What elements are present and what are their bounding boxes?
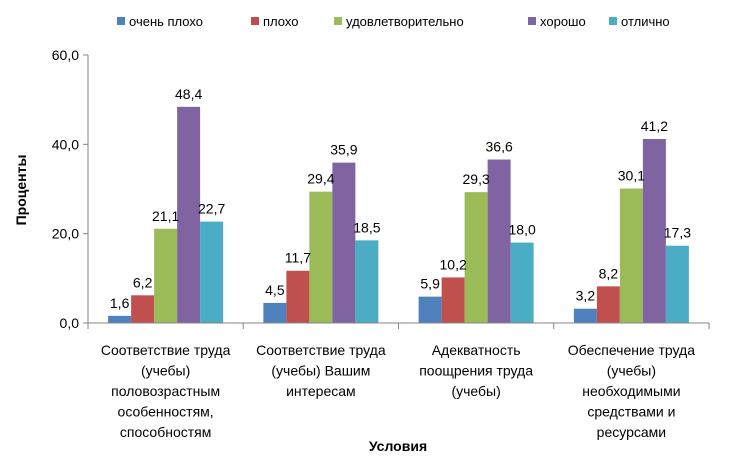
data-label: 29,4 bbox=[307, 171, 334, 187]
bar bbox=[441, 277, 465, 323]
legend-swatch bbox=[251, 17, 259, 25]
legend-label: удовлетворительно bbox=[346, 14, 464, 29]
bar bbox=[510, 242, 534, 323]
y-tick-label: 40,0 bbox=[52, 136, 79, 152]
data-label: 35,9 bbox=[330, 142, 357, 158]
bar bbox=[355, 240, 379, 323]
bar bbox=[573, 308, 597, 323]
bar bbox=[418, 296, 442, 323]
legend-item: хорошо bbox=[528, 14, 586, 29]
legend-item: плохо bbox=[251, 14, 298, 29]
legend-label: хорошо bbox=[540, 14, 586, 29]
bar bbox=[464, 192, 488, 323]
data-label: 48,4 bbox=[175, 86, 202, 102]
data-label: 5,9 bbox=[420, 276, 440, 292]
data-label: 18,5 bbox=[353, 219, 380, 235]
data-label: 8,2 bbox=[599, 265, 619, 281]
bar bbox=[665, 245, 689, 323]
x-tick-label: Соответствие труда (учебы) Вашим интересам bbox=[256, 342, 386, 399]
bar bbox=[596, 286, 620, 323]
bar bbox=[487, 159, 511, 323]
legend-label: очень плохо bbox=[129, 14, 203, 29]
bar bbox=[332, 162, 356, 323]
data-label: 22,7 bbox=[198, 201, 225, 217]
bar bbox=[131, 295, 155, 323]
data-label: 41,2 bbox=[641, 118, 668, 134]
x-tick-label: Адекватность поощрения труда (учебы) bbox=[419, 342, 533, 399]
bar bbox=[286, 270, 310, 323]
data-label: 11,7 bbox=[285, 250, 311, 266]
legend-swatch bbox=[528, 17, 536, 25]
bar bbox=[154, 228, 178, 323]
bar bbox=[263, 302, 287, 323]
data-labels: 1,6 4,5 5,9 3,2 6,2 11,7 10,2 8,2 21,1 29,4 29,3 30… bbox=[110, 86, 691, 311]
bar bbox=[108, 315, 132, 323]
data-label: 10,2 bbox=[440, 256, 467, 272]
x-axis: Соответствие труда (учебы) половозрастным о… bbox=[87, 322, 710, 440]
legend-item: удовлетворительно bbox=[334, 14, 464, 29]
legend-label: отлично bbox=[621, 14, 670, 29]
bar bbox=[642, 138, 666, 323]
data-label: 30,1 bbox=[618, 168, 645, 184]
data-label: 18,0 bbox=[509, 222, 536, 238]
bars bbox=[108, 106, 689, 324]
x-axis-title: Условия bbox=[369, 438, 427, 454]
y-tick-label: 60,0 bbox=[52, 47, 79, 63]
data-label: 6,2 bbox=[133, 274, 153, 290]
data-label: 29,3 bbox=[463, 171, 490, 187]
data-label: 36,6 bbox=[486, 139, 513, 155]
y-axis-title: Проценты bbox=[13, 155, 29, 226]
data-label: 17,3 bbox=[664, 225, 691, 241]
legend-item: отлично bbox=[609, 14, 670, 29]
bar bbox=[200, 221, 224, 323]
x-tick-label: Обеспечение труда (учебы) необходимыми сред… bbox=[568, 342, 695, 440]
y-tick-label: 0,0 bbox=[60, 315, 80, 331]
legend-label: плохо bbox=[263, 14, 298, 29]
bar bbox=[309, 191, 333, 323]
data-label: 1,6 bbox=[110, 295, 130, 311]
bar bbox=[619, 188, 643, 323]
data-label: 4,5 bbox=[265, 282, 285, 298]
data-label: 21,1 bbox=[152, 208, 179, 224]
y-axis: 0,0 20,0 40,0 60,0 bbox=[52, 47, 89, 331]
y-tick-label: 20,0 bbox=[52, 226, 79, 242]
legend: очень плохо плохо удовлетворительно хорошо о… bbox=[117, 14, 670, 29]
legend-item: очень плохо bbox=[117, 14, 203, 29]
data-label: 3,2 bbox=[576, 288, 596, 304]
bar bbox=[177, 106, 201, 324]
x-tick-label: Соответствие труда (учебы) половозрастным о… bbox=[101, 342, 231, 440]
legend-swatch bbox=[609, 17, 617, 25]
legend-swatch bbox=[334, 17, 342, 25]
legend-swatch bbox=[117, 17, 125, 25]
